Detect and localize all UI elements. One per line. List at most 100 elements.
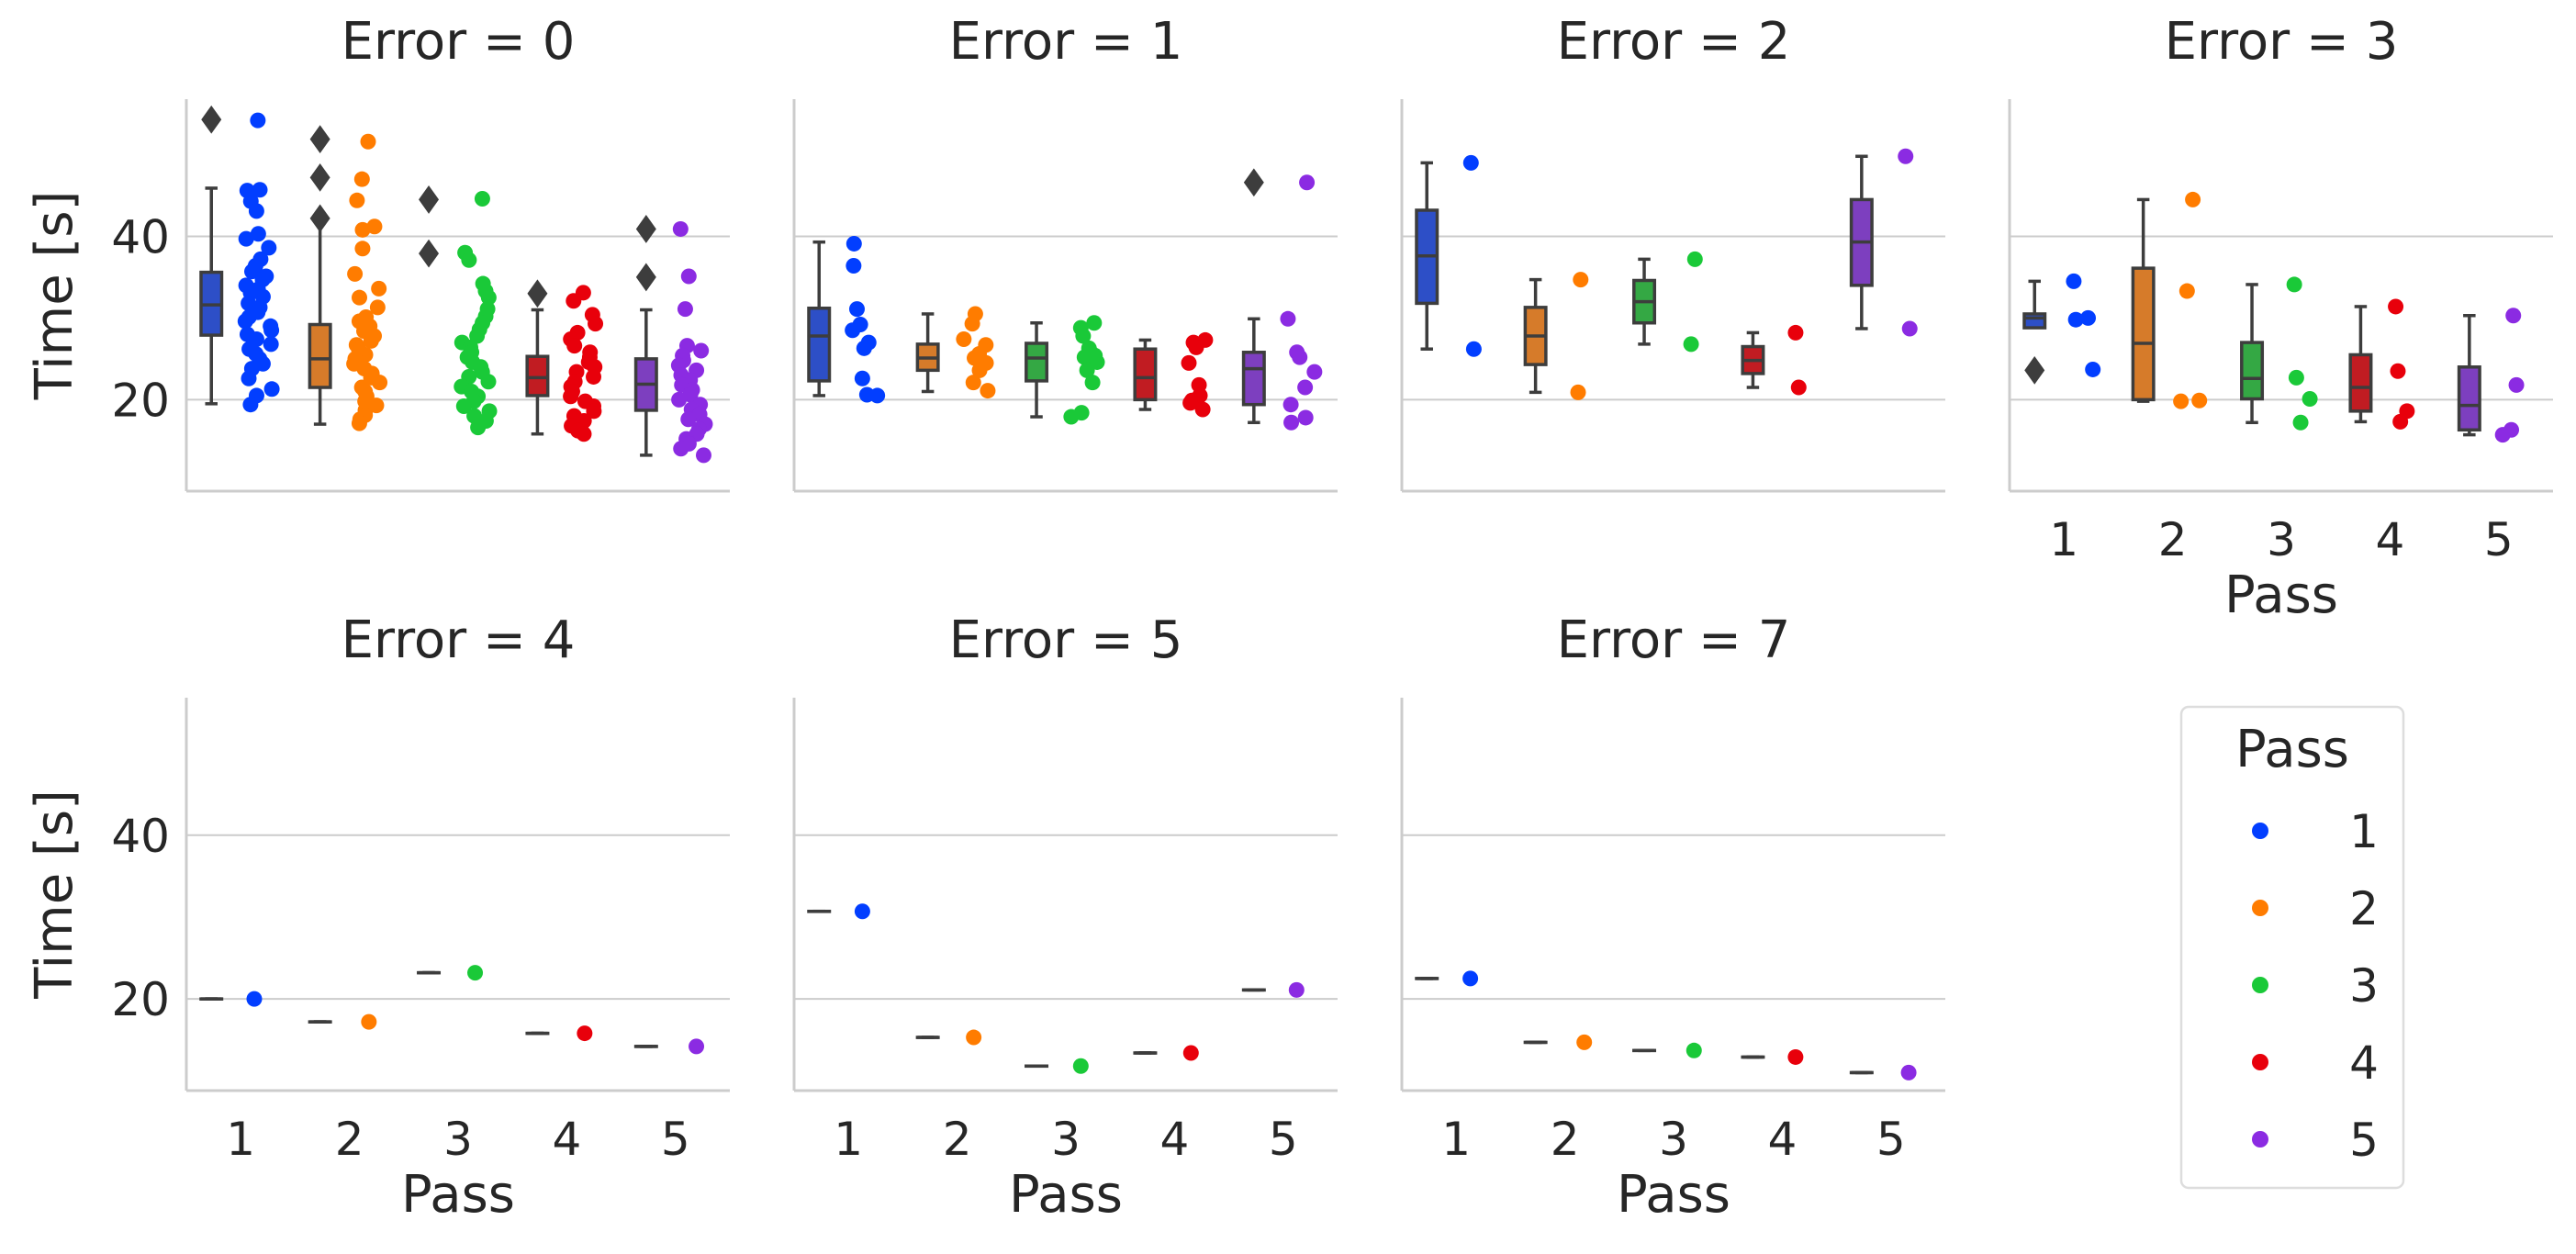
data-point bbox=[566, 338, 583, 354]
data-point bbox=[869, 387, 886, 404]
legend-marker bbox=[2252, 977, 2268, 993]
data-point bbox=[244, 263, 261, 280]
data-point bbox=[461, 252, 477, 268]
group-pass-1 bbox=[807, 903, 870, 920]
data-point bbox=[354, 241, 371, 257]
data-point bbox=[353, 171, 370, 187]
data-point bbox=[361, 1013, 377, 1030]
data-point bbox=[1901, 320, 1918, 337]
group-pass-5 bbox=[633, 1038, 705, 1055]
data-point bbox=[566, 293, 582, 309]
x-tick-label: 4 bbox=[2375, 513, 2404, 566]
data-point bbox=[1306, 364, 1323, 380]
panel-title: Error = 4 bbox=[342, 610, 576, 670]
group-pass-5 bbox=[633, 215, 713, 464]
outlier-marker bbox=[419, 185, 440, 214]
y-tick-label: 40 bbox=[111, 210, 170, 263]
data-point bbox=[480, 374, 497, 390]
data-point bbox=[1283, 414, 1300, 431]
data-point bbox=[1299, 174, 1316, 191]
legend-entry-label: 2 bbox=[2349, 882, 2379, 935]
panel-error-3: Error = 3 1 2 3 4 5 Pass bbox=[2008, 12, 2553, 625]
x-tick-label: 2 bbox=[335, 1113, 364, 1166]
data-point bbox=[2191, 392, 2208, 409]
data-point bbox=[474, 191, 490, 207]
legend-marker bbox=[2252, 823, 2268, 839]
data-point bbox=[2085, 361, 2101, 377]
x-tick-label: 2 bbox=[2158, 513, 2188, 566]
legend-entry-label: 3 bbox=[2349, 959, 2379, 1013]
x-tick-label: 5 bbox=[1876, 1113, 1906, 1166]
data-point bbox=[470, 420, 487, 436]
data-point bbox=[351, 415, 367, 431]
outlier-marker bbox=[635, 215, 656, 243]
x-axis-label: Pass bbox=[401, 1165, 515, 1225]
x-axis-label: Pass bbox=[1617, 1165, 1730, 1225]
data-point bbox=[2505, 308, 2522, 324]
data-point bbox=[1465, 341, 1482, 357]
outlier-marker bbox=[309, 163, 330, 192]
data-point bbox=[469, 328, 486, 344]
data-point bbox=[586, 368, 602, 385]
panel-error-7: Error = 7 1 2 3 4 5 Pass bbox=[1400, 610, 1945, 1225]
y-axis-label: Time [s] bbox=[25, 191, 84, 401]
group-pass-1 bbox=[2022, 273, 2101, 385]
y-tick-label: 20 bbox=[111, 973, 170, 1026]
group-pass-4 bbox=[1133, 331, 1214, 418]
data-point bbox=[2494, 427, 2511, 443]
x-axis-label: Pass bbox=[2224, 565, 2338, 625]
group-pass-2 bbox=[2131, 191, 2208, 409]
legend-entry-label: 4 bbox=[2349, 1036, 2379, 1090]
data-point bbox=[1280, 310, 1296, 327]
data-point bbox=[360, 133, 376, 150]
data-point bbox=[848, 301, 865, 318]
data-point bbox=[854, 903, 870, 920]
group-pass-4 bbox=[1741, 1048, 1804, 1065]
data-point bbox=[349, 192, 365, 208]
x-tick-label: 1 bbox=[226, 1113, 255, 1166]
box bbox=[2022, 312, 2047, 330]
data-point bbox=[1182, 1045, 1199, 1061]
data-point bbox=[689, 1038, 705, 1055]
data-point bbox=[2288, 369, 2304, 386]
x-tick-label: 3 bbox=[1659, 1113, 1688, 1166]
data-point bbox=[261, 240, 277, 256]
group-pass-5 bbox=[1849, 148, 1918, 337]
group-pass-2 bbox=[915, 306, 996, 399]
panel-error-0: Error = 0 20 40 Time [s] bbox=[25, 12, 730, 493]
box bbox=[2240, 341, 2265, 401]
outlier-marker bbox=[1243, 168, 1264, 197]
group-pass-2 bbox=[1523, 272, 1589, 400]
x-tick-label: 5 bbox=[1269, 1113, 1298, 1166]
data-point bbox=[238, 230, 254, 247]
data-point bbox=[980, 383, 996, 399]
data-point bbox=[2067, 311, 2084, 328]
group-pass-2 bbox=[308, 1013, 377, 1030]
group-pass-2 bbox=[308, 125, 388, 431]
data-point bbox=[1194, 401, 1211, 418]
data-point bbox=[1787, 324, 1804, 341]
data-point bbox=[263, 381, 280, 397]
data-point bbox=[1072, 1058, 1089, 1074]
group-pass-4 bbox=[525, 279, 604, 442]
data-point bbox=[2388, 298, 2404, 315]
outlier-marker bbox=[2024, 355, 2045, 385]
group-pass-3 bbox=[1025, 315, 1105, 425]
data-point bbox=[1188, 339, 1204, 355]
data-point bbox=[680, 268, 697, 285]
data-point bbox=[1683, 336, 1699, 353]
data-point bbox=[2173, 393, 2190, 409]
data-point bbox=[1181, 354, 1197, 371]
data-point bbox=[366, 218, 383, 235]
data-point bbox=[2302, 390, 2318, 407]
x-tick-label: 4 bbox=[1767, 1113, 1797, 1166]
data-point bbox=[252, 182, 268, 198]
data-point bbox=[854, 370, 870, 386]
data-point bbox=[695, 447, 711, 464]
group-pass-4 bbox=[2348, 298, 2415, 430]
outlier-marker bbox=[635, 263, 656, 292]
data-point bbox=[677, 301, 693, 318]
data-point bbox=[1084, 375, 1101, 391]
outlier-marker bbox=[201, 105, 222, 134]
group-pass-1 bbox=[199, 105, 280, 413]
